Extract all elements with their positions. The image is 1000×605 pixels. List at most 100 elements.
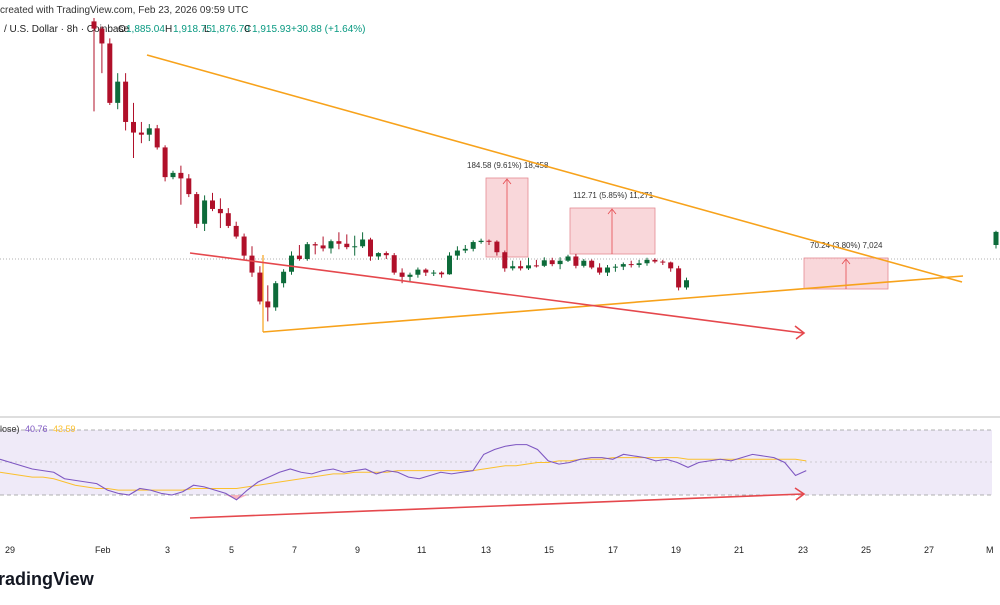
- candle-36[interactable]: [375, 253, 381, 257]
- candle-6[interactable]: [138, 132, 144, 135]
- rsi-divergence-arrowhead: [794, 487, 806, 501]
- candle-65[interactable]: [605, 267, 610, 273]
- candle-60[interactable]: [565, 256, 571, 261]
- rsi-ma-value: 43.59: [53, 424, 76, 434]
- candle-18[interactable]: [233, 225, 239, 237]
- candle-8[interactable]: [154, 128, 160, 148]
- measure-label-3: 70.24 (3.80%) 7,024: [810, 241, 883, 250]
- candle-41[interactable]: [415, 269, 421, 275]
- measure-label-1: 184.58 (9.61%) 18,458: [467, 161, 549, 170]
- candle-21[interactable]: [257, 272, 263, 302]
- candle-61[interactable]: [573, 256, 579, 266]
- price-trend-arrowhead: [794, 325, 806, 340]
- candle-19[interactable]: [241, 236, 247, 256]
- candle-27[interactable]: [304, 244, 310, 260]
- candle-38[interactable]: [391, 255, 397, 273]
- candle-25[interactable]: [289, 255, 294, 272]
- candle-34[interactable]: [360, 239, 366, 247]
- candle-47[interactable]: [462, 248, 468, 251]
- candle-35[interactable]: [368, 239, 373, 257]
- candle-53[interactable]: [510, 266, 516, 269]
- candle-63[interactable]: [589, 260, 595, 268]
- candle-62[interactable]: [581, 260, 587, 266]
- candle-55[interactable]: [526, 265, 531, 269]
- candle-14[interactable]: [202, 200, 208, 224]
- candle-58[interactable]: [549, 260, 555, 265]
- candle-48[interactable]: [470, 242, 476, 249]
- candle-0[interactable]: [91, 21, 97, 29]
- candle-66[interactable]: [612, 266, 618, 268]
- candle-16[interactable]: [217, 208, 223, 214]
- rsi-pane: lose) 40.76 43.59: [0, 424, 992, 519]
- candle-39[interactable]: [399, 272, 405, 277]
- candle-12[interactable]: [186, 178, 192, 195]
- candle-last[interactable]: [993, 231, 999, 245]
- candle-46[interactable]: [454, 250, 460, 256]
- candle-29[interactable]: [320, 245, 326, 249]
- candle-71[interactable]: [652, 259, 658, 262]
- candle-75[interactable]: [684, 280, 689, 288]
- candle-4[interactable]: [123, 81, 129, 122]
- symbol-title: / U.S. Dollar · 8h · Coinbase: [4, 24, 129, 35]
- candle-11[interactable]: [178, 172, 184, 179]
- measure-arrowhead-1: [502, 178, 512, 185]
- candle-7[interactable]: [146, 128, 152, 135]
- created-with-label: created with TradingView.com, Feb 23, 20…: [0, 5, 248, 16]
- candle-74[interactable]: [676, 268, 682, 288]
- triangle-upper-line[interactable]: [146, 54, 963, 283]
- candle-40[interactable]: [407, 274, 413, 277]
- x-tick: 25: [861, 545, 871, 555]
- candle-31[interactable]: [336, 241, 342, 244]
- candle-30[interactable]: [328, 241, 334, 249]
- candle-73[interactable]: [668, 262, 674, 269]
- candle-72[interactable]: [660, 261, 666, 263]
- candle-1[interactable]: [99, 28, 105, 44]
- rsi-divergence-arrow[interactable]: [189, 493, 804, 519]
- candle-50[interactable]: [486, 240, 492, 242]
- candle-22[interactable]: [265, 301, 271, 308]
- x-tick: 11: [417, 545, 426, 555]
- candle-69[interactable]: [636, 263, 642, 265]
- candle-28[interactable]: [312, 244, 318, 246]
- candle-68[interactable]: [628, 264, 634, 266]
- candle-24[interactable]: [281, 271, 287, 284]
- candle-42[interactable]: [423, 269, 429, 273]
- x-tick: 17: [608, 545, 618, 555]
- candle-70[interactable]: [644, 259, 650, 264]
- candle-23[interactable]: [273, 283, 279, 308]
- price-trend-arrow[interactable]: [189, 252, 804, 334]
- candle-59[interactable]: [557, 260, 563, 265]
- candle-37[interactable]: [383, 253, 389, 256]
- candle-13[interactable]: [194, 194, 200, 224]
- candle-52[interactable]: [502, 252, 508, 269]
- candle-67[interactable]: [620, 264, 626, 267]
- candle-49[interactable]: [478, 240, 484, 243]
- candle-33[interactable]: [352, 246, 358, 248]
- candle-10[interactable]: [170, 172, 176, 178]
- candle-32[interactable]: [344, 243, 350, 248]
- open-label: O: [118, 24, 126, 35]
- x-tick: 5: [229, 545, 234, 555]
- x-tick: 29: [5, 545, 15, 555]
- candle-57[interactable]: [541, 260, 547, 266]
- x-tick: Feb: [95, 545, 111, 555]
- candle-44[interactable]: [439, 272, 445, 275]
- triangle-lower-line[interactable]: [262, 275, 964, 333]
- candle-64[interactable]: [597, 267, 603, 273]
- candle-26[interactable]: [296, 255, 302, 260]
- candle-5[interactable]: [131, 121, 136, 133]
- candle-2[interactable]: [107, 43, 113, 103]
- candle-54[interactable]: [518, 266, 524, 269]
- candle-43[interactable]: [431, 272, 437, 274]
- candle-17[interactable]: [225, 213, 231, 226]
- candle-15[interactable]: [210, 200, 215, 209]
- candle-20[interactable]: [249, 255, 255, 273]
- candle-9[interactable]: [162, 147, 168, 178]
- candle-45[interactable]: [447, 255, 452, 275]
- candle-56[interactable]: [533, 265, 539, 267]
- candle-51[interactable]: [494, 241, 500, 253]
- time-axis[interactable]: 29 Feb 3 5 7 9 11 13 15 17 19 21 23 25 2…: [5, 545, 994, 555]
- candle-3[interactable]: [115, 81, 121, 103]
- rsi-source-label: lose): [0, 424, 20, 434]
- tradingview-logo[interactable]: radingView: [0, 569, 95, 589]
